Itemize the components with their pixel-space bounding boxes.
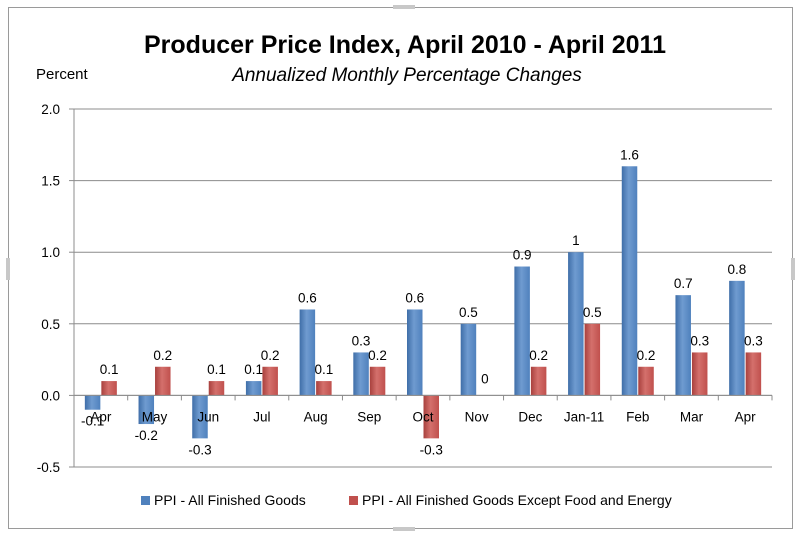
x-category-label: Sep: [357, 409, 381, 424]
chart-frame: [8, 7, 793, 529]
data-label: 0.1: [100, 362, 119, 377]
bar-all-finished-goods-2: [192, 395, 208, 439]
y-tick-label: 0.5: [41, 317, 60, 332]
resize-handle-bottom[interactable]: [393, 527, 415, 531]
bar-core-3: [262, 366, 278, 396]
chart-title: Producer Price Index, April 2010 - April…: [144, 31, 666, 59]
x-category-label: May: [142, 409, 168, 424]
chart-subtitle: Annualized Monthly Percentage Changes: [231, 65, 582, 86]
data-label: 0.2: [153, 348, 172, 363]
legend: PPI - All Finished Goods PPI - All Finis…: [141, 492, 672, 508]
bar-all-finished-goods-4: [299, 309, 316, 396]
bar-all-finished-goods-10: [621, 166, 638, 396]
data-label: -0.3: [188, 442, 211, 457]
bar-core-12: [745, 352, 762, 396]
x-category-label: Dec: [518, 409, 542, 424]
x-category-label: Aug: [304, 409, 328, 424]
data-label: 0.3: [352, 333, 371, 348]
bar-core-10: [638, 366, 654, 396]
bar-core-5: [369, 366, 386, 396]
bar-core-8: [530, 366, 547, 396]
data-label: 0.5: [583, 305, 602, 320]
data-label: -0.3: [420, 442, 443, 457]
legend-label-series-1: PPI - All Finished Goods: [154, 492, 306, 508]
bars: [84, 166, 762, 439]
resize-handles[interactable]: [6, 5, 795, 531]
bar-all-finished-goods-11: [675, 295, 691, 396]
data-label: -0.2: [135, 428, 158, 443]
bar-all-finished-goods-5: [353, 352, 369, 396]
data-label: 0: [481, 371, 489, 386]
bar-all-finished-goods-6: [407, 309, 423, 396]
bar-core-4: [316, 381, 332, 396]
data-label: 0.8: [728, 262, 747, 277]
y-tick-label: 1.0: [41, 245, 60, 260]
data-label: 0.7: [674, 276, 693, 291]
y-tick-label: 2.0: [41, 102, 60, 117]
resize-handle-left[interactable]: [6, 258, 10, 280]
bar-all-finished-goods-8: [514, 266, 530, 396]
bar-all-finished-goods-12: [729, 280, 745, 396]
bar-core-9: [584, 323, 601, 396]
y-axis-tick-labels: -0.5 0.0 0.5 1.0 1.5 2.0: [37, 102, 60, 475]
data-labels: -0.1 -0.2 -0.3 0.1 0.6 0.3 0.6 0.5 0.9 1 1.6 0.7 0.8…: [81, 147, 763, 457]
x-category-label: Oct: [412, 409, 433, 424]
x-category-label: Jun: [197, 409, 219, 424]
y-tick-label: -0.5: [37, 460, 60, 475]
bar-core-0: [101, 381, 117, 396]
legend-swatch-series-1: [141, 496, 150, 505]
data-label: 0.1: [244, 362, 263, 377]
gridlines: [69, 108, 772, 468]
data-label: 0.2: [637, 348, 656, 363]
bar-core-11: [691, 352, 708, 396]
data-label: 0.6: [405, 290, 424, 305]
data-label: -0.1: [81, 414, 104, 429]
data-label: 1: [572, 233, 580, 248]
data-label: 0.5: [459, 305, 478, 320]
bar-all-finished-goods-7: [460, 323, 477, 396]
bar-all-finished-goods-1: [138, 395, 155, 425]
y-tick-label: 0.0: [41, 388, 60, 403]
x-category-label: Jan-11: [564, 409, 604, 424]
data-label: 0.9: [513, 248, 532, 263]
data-label: 0.3: [690, 333, 709, 348]
bar-core-2: [208, 381, 225, 396]
bar-all-finished-goods-0: [84, 395, 101, 410]
x-category-label: Feb: [626, 409, 649, 424]
x-axis-line: [73, 394, 773, 401]
category-labels: Apr May Jun Jul Aug Sep Oct Nov Dec Jan-11 Feb Mar A…: [90, 409, 756, 424]
data-label: 0.1: [314, 362, 333, 377]
data-label: 1.6: [620, 147, 639, 162]
legend-swatch-series-2: [349, 496, 358, 505]
data-label: 0.6: [298, 290, 317, 305]
resize-handle-top[interactable]: [393, 5, 415, 9]
bar-all-finished-goods-9: [568, 252, 584, 396]
resize-handle-right[interactable]: [791, 258, 795, 280]
bar-core-6: [423, 395, 439, 439]
x-category-label: Mar: [680, 409, 704, 424]
x-category-label: Apr: [90, 409, 112, 424]
bar-all-finished-goods-3: [245, 381, 262, 396]
x-category-label: Jul: [253, 409, 270, 424]
data-label: 0.2: [529, 348, 548, 363]
y-axis-unit-label: Percent: [36, 66, 89, 83]
y-tick-label: 1.5: [41, 174, 60, 189]
data-label: 0.1: [207, 362, 226, 377]
x-category-label: Apr: [735, 409, 757, 424]
data-label: 0.2: [261, 348, 280, 363]
x-category-label: Nov: [465, 409, 489, 424]
bar-core-1: [155, 366, 171, 396]
legend-label-series-2: PPI - All Finished Goods Except Food and…: [362, 492, 672, 508]
data-label: 0.3: [744, 333, 763, 348]
data-label: 0.2: [368, 348, 387, 363]
